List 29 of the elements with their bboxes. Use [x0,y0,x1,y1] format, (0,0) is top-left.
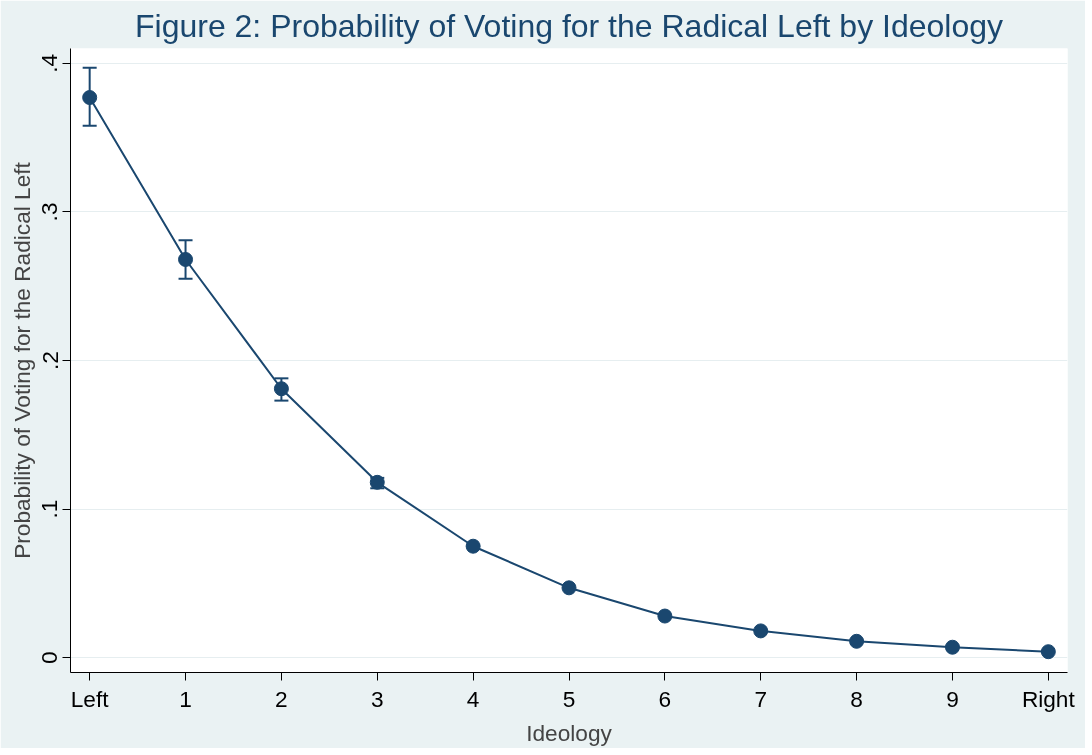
point [944,639,960,655]
x-tick-label: 7 [754,685,768,712]
point [657,608,673,624]
point [561,580,577,596]
y-tick-label: .2 [36,351,63,370]
y-axis-title: Probability of Voting for the Radical Left [8,161,35,559]
point [849,633,865,649]
x-tick-label: 3 [370,685,384,712]
y-tick-label: 0 [36,651,63,664]
point [273,381,289,397]
x-tick-label: 5 [562,685,576,712]
x-tick-label: Left [70,685,110,712]
x-tick-label: 1 [179,685,192,712]
point [178,251,194,267]
point [82,90,98,106]
x-tick-label: 4 [466,685,480,712]
y-tick-label: .4 [36,53,63,73]
y-tick-label: .3 [36,202,63,222]
x-tick-label: 2 [275,685,288,712]
point [465,538,481,554]
x-tick-label: 8 [850,685,863,712]
x-tick-label: 9 [946,685,959,712]
x-tick-label: Right [1021,685,1076,712]
chart-title: Figure 2: Probability of Voting for the Radical Left by Ideology [134,7,1004,44]
point [753,623,769,639]
y-tick-label: .1 [36,499,63,519]
x-axis-title: Ideology [526,719,613,746]
point [1040,644,1056,660]
x-tick-label: 6 [658,685,672,712]
